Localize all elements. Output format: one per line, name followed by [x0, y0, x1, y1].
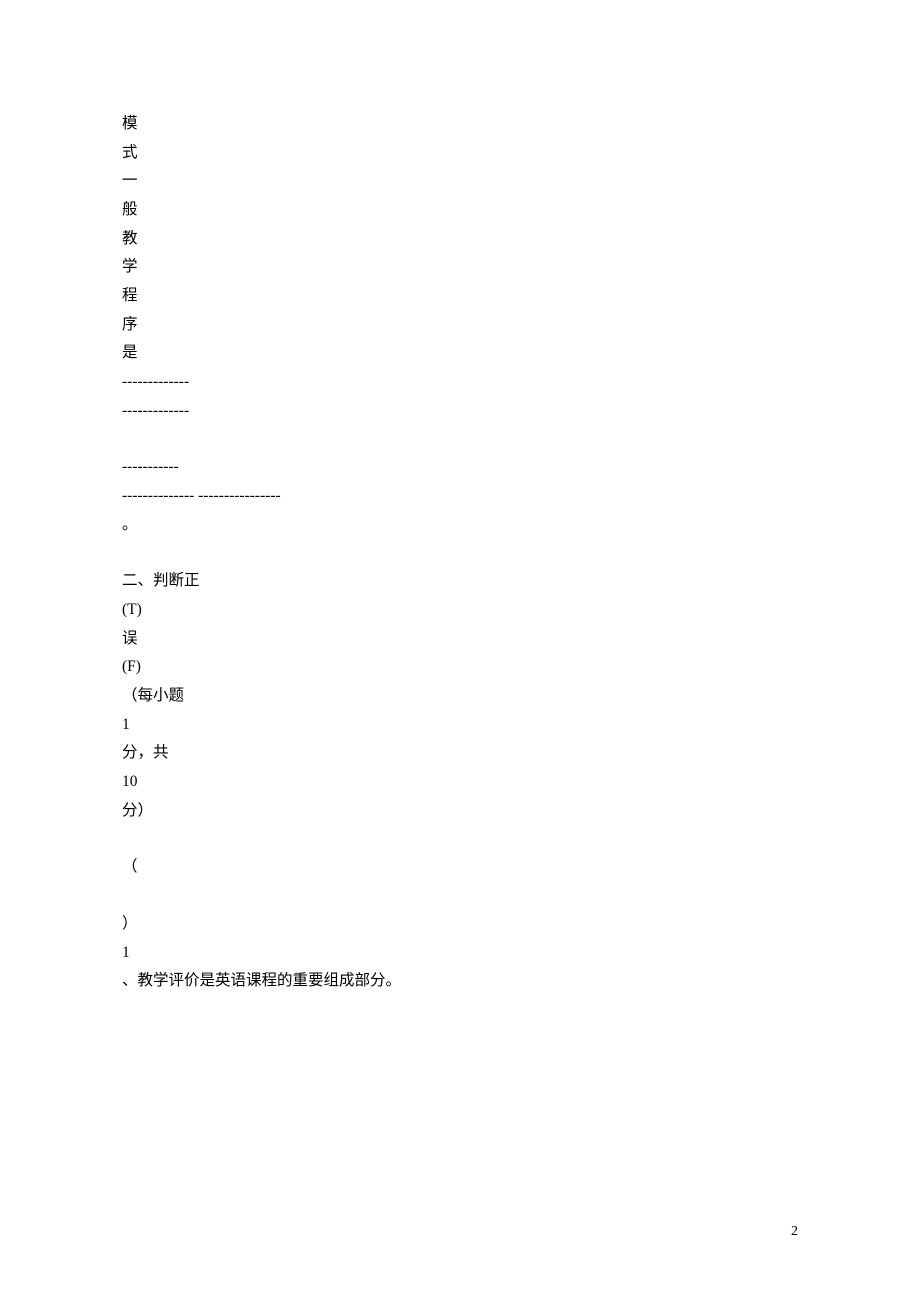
heading-line: 误 [122, 625, 798, 654]
heading-line: (T) [122, 596, 798, 625]
paren-open: （ [122, 853, 798, 882]
heading-line: (F) [122, 653, 798, 682]
section-2-heading: 二、判断正 (T) 误 (F) （每小题 1 分，共 10 分） [122, 567, 798, 825]
vert-char: 是 [122, 339, 798, 368]
question-1: 1 、教学评价是英语课程的重要组成部分。 [122, 939, 798, 996]
page-number: 2 [791, 1224, 798, 1240]
q1-number: 1 [122, 939, 798, 968]
dash-line: ------------- [122, 397, 798, 426]
dash-line: 。 [122, 511, 798, 540]
spacer [122, 539, 798, 567]
vertical-text-block: 模 式 一 般 教 学 程 序 是 [122, 110, 798, 368]
vert-char: 模 [122, 110, 798, 139]
heading-line: 分） [122, 797, 798, 826]
dash-line: ----------- [122, 453, 798, 482]
vert-char: 学 [122, 253, 798, 282]
heading-line: 分，共 [122, 739, 798, 768]
paren-close: ） [122, 910, 798, 939]
heading-line: （每小题 [122, 682, 798, 711]
answer-paren-block: （ ） [122, 853, 798, 938]
q1-text: 、教学评价是英语课程的重要组成部分。 [122, 967, 798, 996]
vert-char: 般 [122, 196, 798, 225]
dash-line: ------------- [122, 368, 798, 397]
vert-char: 序 [122, 311, 798, 340]
vert-char: 一 [122, 167, 798, 196]
vert-char: 教 [122, 225, 798, 254]
document-page: 模 式 一 般 教 学 程 序 是 ------------- --------… [0, 0, 920, 1036]
dash-line: -------------- ---------------- [122, 482, 798, 511]
vert-char: 式 [122, 139, 798, 168]
spacer [122, 825, 798, 853]
blank-line [122, 425, 798, 453]
heading-line: 二、判断正 [122, 567, 798, 596]
heading-line: 10 [122, 768, 798, 797]
vert-char: 程 [122, 282, 798, 311]
dash-block: ------------- ------------- ----------- … [122, 368, 798, 539]
heading-line: 1 [122, 711, 798, 740]
blank-line [122, 882, 798, 910]
